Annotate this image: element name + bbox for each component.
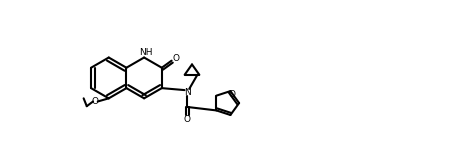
Text: O: O [229,90,236,99]
Text: N: N [184,88,191,96]
Text: O: O [91,97,98,106]
Text: NH: NH [140,48,153,57]
Text: O: O [184,115,191,124]
Text: O: O [172,54,179,63]
